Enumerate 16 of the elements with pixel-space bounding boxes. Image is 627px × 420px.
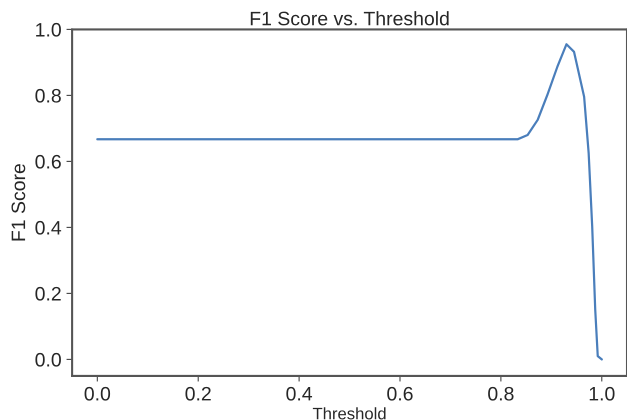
x-tick-label: 0.0	[84, 386, 110, 401]
x-tick-label: 1.0	[590, 386, 615, 401]
chart-title: F1 Score vs. Threshold	[250, 11, 449, 26]
y-tick-label: 0.8	[35, 88, 61, 103]
y-tick-label: 1.0	[36, 22, 61, 37]
x-tick-label: 0.6	[387, 386, 413, 401]
x-tick-label: 0.2	[185, 386, 211, 401]
y-axis-title: F1 Score	[11, 164, 26, 240]
y-tick-label: 0.4	[35, 220, 62, 235]
x-tick-label: 0.4	[286, 386, 312, 401]
y-tick-label: 0.0	[35, 352, 61, 367]
line-series	[96, 43, 603, 361]
y-tick-label: 0.2	[35, 286, 61, 301]
y-tick-label: 0.6	[35, 154, 61, 169]
x-tick-label: 0.8	[488, 386, 514, 401]
x-axis-title: Threshold	[312, 407, 386, 420]
